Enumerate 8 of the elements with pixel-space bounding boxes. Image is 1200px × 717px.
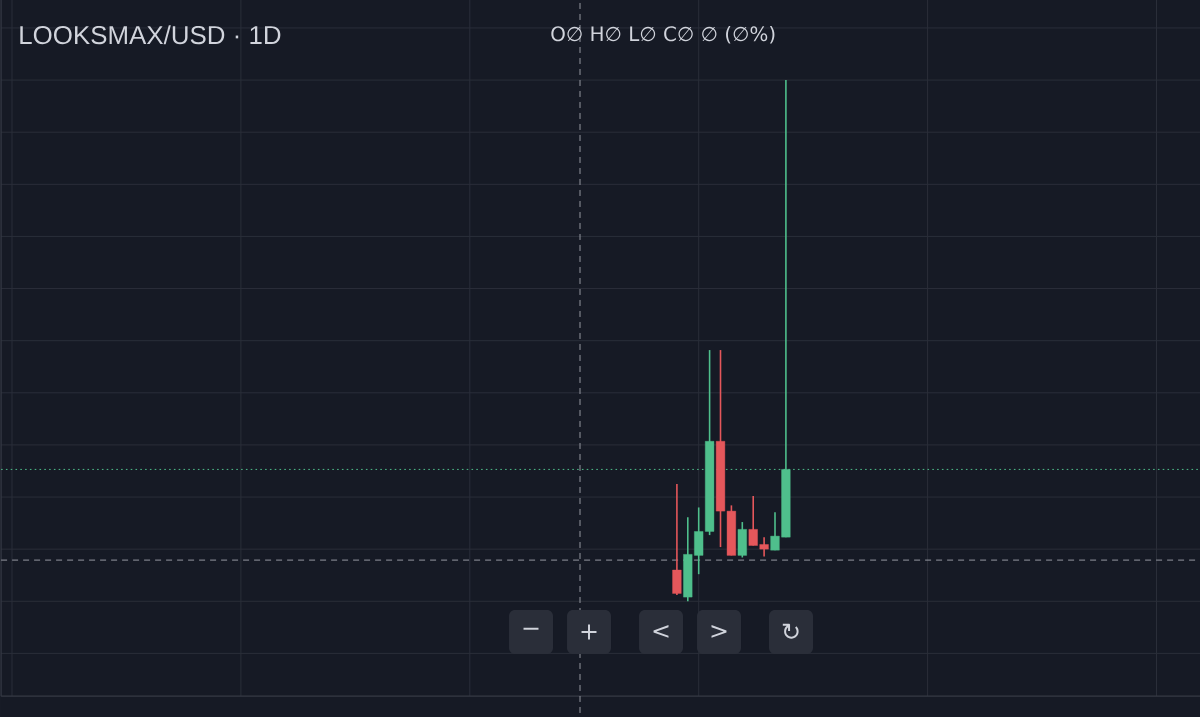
candlestick xyxy=(672,483,682,596)
text: + xyxy=(581,624,597,640)
text: ↻ xyxy=(782,623,799,639)
text: − xyxy=(523,627,539,630)
chart-title: LOOKSMAX/USD · 1D xyxy=(20,25,281,45)
text: > xyxy=(711,625,727,638)
text: O∅ H∅ L∅ C∅ ∅ (∅%) xyxy=(551,25,775,44)
text: < xyxy=(653,625,669,638)
